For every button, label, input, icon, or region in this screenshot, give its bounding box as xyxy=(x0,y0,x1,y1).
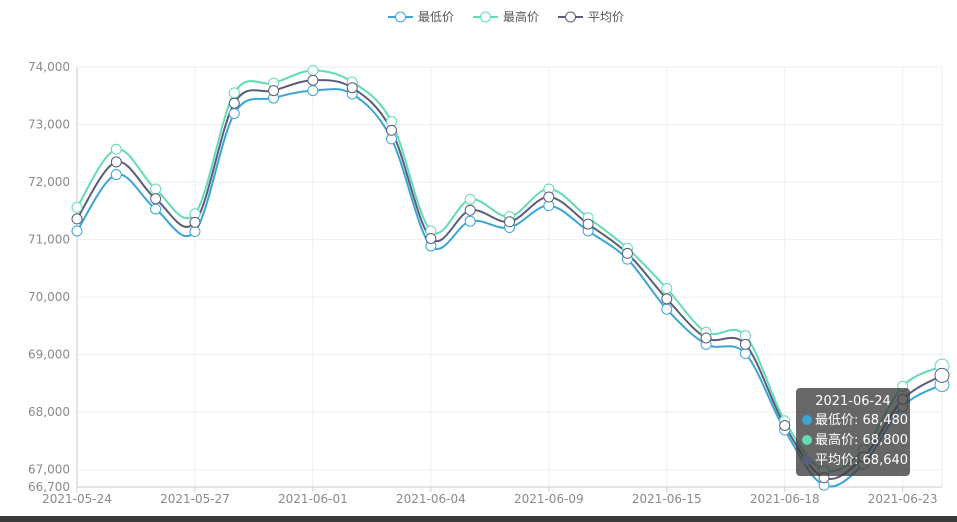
legend-label: 最低价 xyxy=(418,10,454,24)
data-point xyxy=(346,82,358,94)
series-line-2 xyxy=(76,79,943,480)
data-point xyxy=(110,143,122,155)
legend-label: 平均价 xyxy=(588,10,624,24)
axes: 66,700 67,000 68,000 69,000 70,000 71,000 72,0… xyxy=(28,60,938,506)
y-tick-label: 68,000 xyxy=(28,405,70,419)
data-point xyxy=(71,225,83,237)
x-tick-label: 2021-06-01 xyxy=(278,492,348,506)
data-point xyxy=(150,183,162,195)
data-point xyxy=(71,213,83,225)
legend-marker xyxy=(565,11,576,23)
tooltip-label-avg: 平均价 xyxy=(815,453,855,468)
data-point xyxy=(661,293,673,305)
data-point xyxy=(110,156,122,168)
data-point xyxy=(700,332,712,344)
y-tick-label: 66,700 xyxy=(28,480,70,494)
data-point xyxy=(779,419,791,431)
legend-label: 最高价 xyxy=(503,9,539,24)
legend-marker xyxy=(480,11,491,23)
tooltip-value-high: 68,800 xyxy=(862,433,909,448)
data-point xyxy=(268,85,280,97)
tooltip-dot-avg xyxy=(802,455,812,465)
data-point xyxy=(464,193,476,205)
tooltip-row-avg: 平均价: 68,640 xyxy=(802,451,910,471)
legend-marker xyxy=(395,11,406,23)
data-point xyxy=(307,64,319,76)
tooltip-label-high: 最高价 xyxy=(815,433,855,448)
data-point xyxy=(228,97,240,109)
y-tick-label: 71,000 xyxy=(28,233,70,247)
data-point xyxy=(189,216,201,228)
y-tick-label: 70,000 xyxy=(28,290,70,304)
x-tick-label: 2021-05-24 xyxy=(42,492,112,506)
legend-item-1[interactable]: 最高价 xyxy=(473,9,539,24)
data-point xyxy=(464,215,476,227)
data-point xyxy=(543,191,555,203)
tooltip-label-low: 最低价 xyxy=(815,413,855,428)
tooltip-row-high: 最高价: 68,800 xyxy=(802,431,910,451)
legend[interactable]: 最低价 最高价 平均价 xyxy=(388,9,624,24)
grid xyxy=(76,66,943,488)
legend-item-0[interactable]: 最低价 xyxy=(388,10,454,24)
tooltip-value-avg: 68,640 xyxy=(862,453,909,468)
series-line-0 xyxy=(76,88,943,488)
data-point xyxy=(228,108,240,120)
x-tick-label: 2021-06-23 xyxy=(868,492,938,506)
data-point xyxy=(307,74,319,86)
data-point xyxy=(228,87,240,99)
x-tick-label: 2021-05-27 xyxy=(160,492,230,506)
tooltip-dot-high xyxy=(802,435,812,445)
x-tick-label: 2021-06-04 xyxy=(396,492,466,506)
y-tick-label: 72,000 xyxy=(28,175,70,189)
series-line-1 xyxy=(76,69,943,473)
data-point xyxy=(425,232,437,244)
x-tick-label: 2021-06-09 xyxy=(514,492,584,506)
tooltip-row-low: 最低价: 68,480 xyxy=(802,411,910,431)
tooltip-value-low: 68,480 xyxy=(862,413,909,428)
data-point xyxy=(582,218,594,230)
tooltip-dot-low xyxy=(802,415,812,425)
data-point xyxy=(661,283,673,295)
data-point xyxy=(150,193,162,205)
data-point xyxy=(189,226,201,238)
data-point xyxy=(739,348,751,360)
data-point xyxy=(934,367,950,383)
data-point xyxy=(386,124,398,136)
x-tick-label: 2021-06-15 xyxy=(632,492,702,506)
data-point xyxy=(661,303,673,315)
y-tick-label: 73,000 xyxy=(28,118,70,132)
data-point xyxy=(71,201,83,213)
data-point xyxy=(150,203,162,215)
data-point xyxy=(504,216,515,228)
x-tick-label: 2021-06-18 xyxy=(750,492,820,506)
data-point xyxy=(621,247,633,259)
taskbar-strip xyxy=(0,516,957,522)
data-point xyxy=(110,169,122,181)
data-point xyxy=(739,338,751,350)
y-tick-label: 74,000 xyxy=(28,60,70,74)
y-tick-label: 67,000 xyxy=(28,463,70,477)
tooltip-title: 2021-06-24 xyxy=(815,394,891,409)
y-tick-label: 69,000 xyxy=(28,348,70,362)
data-point xyxy=(307,85,319,97)
legend-item-2[interactable]: 平均价 xyxy=(558,10,624,24)
tooltip: 2021-06-24 最低价: 68,480 最高价: 68,800 平均价: … xyxy=(796,388,910,476)
data-point xyxy=(464,204,476,216)
